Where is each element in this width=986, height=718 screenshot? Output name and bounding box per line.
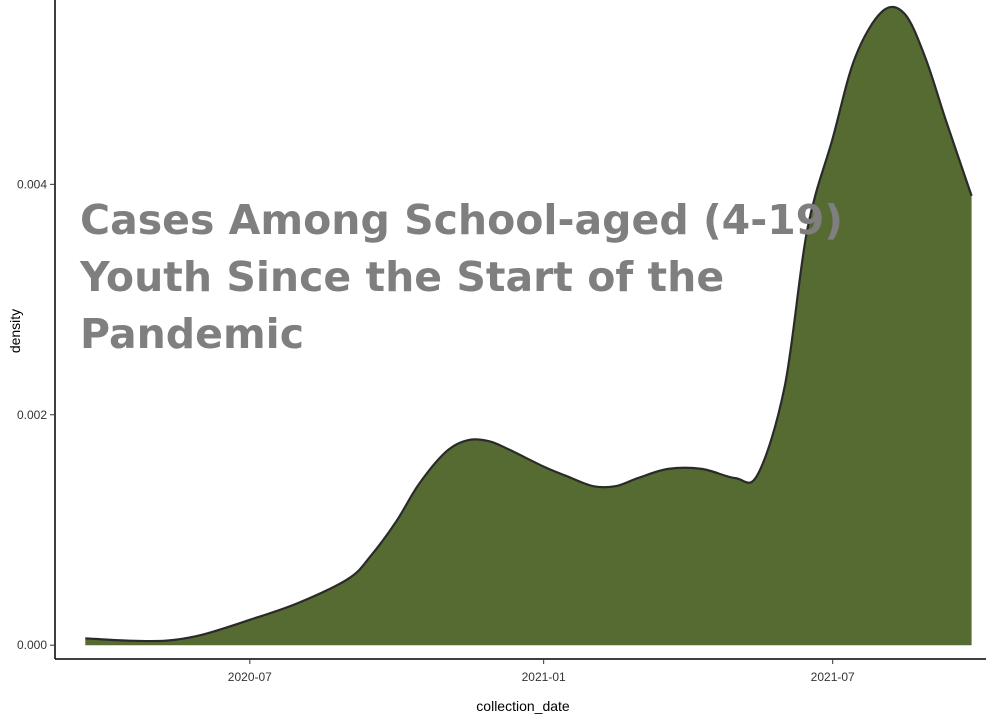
y-axis-ticks: 0.000 0.002 0.004 [17,177,55,652]
title-line-2: Youth Since the Start of the [80,253,725,301]
title-line-1: Cases Among School-aged (4-19) [80,196,844,244]
y-tick-label: 0.000 [17,638,47,652]
x-axis-title: collection_date [476,698,570,714]
x-axis-ticks: 2020-07 2021-01 2021-07 [228,659,855,684]
title-line-3: Pandemic [80,310,305,358]
chart-title-overlay: Cases Among School-aged (4-19) Youth Sin… [80,192,844,363]
x-tick-label: 2021-07 [811,670,855,684]
density-curve-line [85,5,973,643]
y-tick-label: 0.002 [17,408,47,422]
y-tick-label: 0.004 [17,177,47,191]
y-axis-title: density [7,309,23,353]
density-area [85,6,972,646]
x-tick-label: 2021-01 [522,670,566,684]
x-tick-label: 2020-07 [228,670,272,684]
